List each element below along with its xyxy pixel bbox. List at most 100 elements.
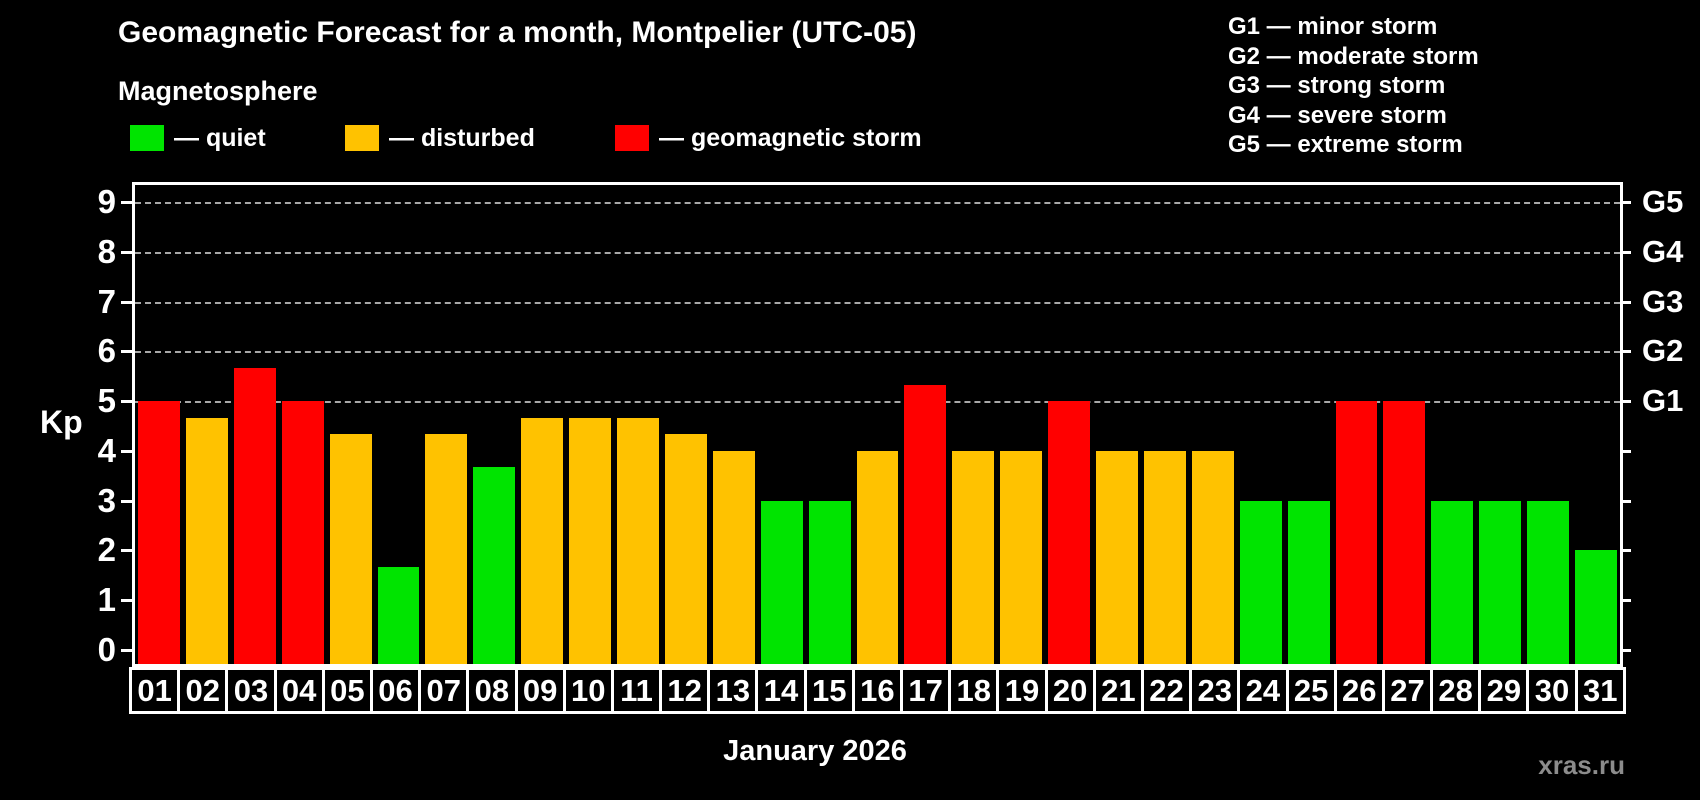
bar-day-13 [712, 450, 755, 664]
day-cell-04: 04 [273, 667, 325, 714]
storm-scale-legend: G1 — minor storm G2 — moderate storm G3 — … [1228, 12, 1479, 160]
day-cell-13: 13 [707, 667, 759, 714]
day-cell-03: 03 [225, 667, 277, 714]
bar-day-07 [425, 434, 468, 664]
gridline-kp9 [135, 201, 1620, 204]
day-cell-11: 11 [610, 667, 663, 714]
right-axis-label-g3: G3 [1642, 283, 1684, 319]
day-cell-08: 08 [466, 667, 518, 714]
day-cell-07: 07 [418, 667, 470, 714]
left-tick-kp8 [121, 250, 132, 254]
y-axis-title: Kp [40, 404, 83, 440]
legend-label-disturbed: — disturbed [389, 124, 535, 152]
bar-day-17 [904, 384, 947, 664]
day-cell-31: 31 [1574, 667, 1626, 714]
bar-day-06 [377, 566, 420, 664]
bar-day-18 [952, 450, 995, 664]
day-cell-30: 30 [1526, 667, 1578, 714]
bar-day-10 [569, 417, 612, 664]
day-cell-10: 10 [562, 667, 614, 714]
watermark-xras: xras.ru [1538, 750, 1625, 780]
legend-label-quiet: — quiet [174, 124, 266, 152]
bar-day-19 [1000, 450, 1043, 664]
disturbed-color-swatch [345, 125, 379, 151]
day-cell-09: 09 [514, 667, 566, 714]
day-cell-29: 29 [1478, 667, 1530, 714]
bar-day-28 [1431, 500, 1474, 664]
right-axis-label-g1: G1 [1642, 383, 1684, 419]
bar-day-11 [617, 417, 659, 664]
bar-day-23 [1191, 450, 1234, 664]
storm-scale-line-g2: G2 — moderate storm [1228, 42, 1479, 70]
left-tick-kp3 [121, 499, 132, 503]
day-cell-25: 25 [1285, 667, 1337, 714]
left-axis-label-7: 7 [97, 282, 116, 320]
bar-day-02 [185, 417, 228, 664]
day-cell-20: 20 [1044, 667, 1096, 714]
day-cell-27: 27 [1381, 667, 1434, 714]
left-tick-kp7 [121, 300, 132, 304]
bar-day-15 [808, 500, 851, 664]
gridline-kp5 [135, 401, 1620, 404]
right-tick-kp7 [1620, 300, 1631, 304]
left-tick-kp4 [121, 449, 132, 453]
day-cell-28: 28 [1430, 667, 1482, 714]
day-cell-19: 19 [996, 667, 1048, 714]
right-tick-kp9 [1620, 200, 1631, 204]
day-cell-24: 24 [1237, 667, 1289, 714]
bar-day-16 [856, 450, 899, 664]
bar-day-26 [1335, 401, 1378, 664]
day-cell-26: 26 [1333, 667, 1385, 714]
bar-day-05 [329, 434, 372, 664]
right-tick-kp4 [1620, 449, 1631, 453]
bar-day-25 [1287, 500, 1330, 664]
day-cell-14: 14 [755, 667, 807, 714]
day-cell-12: 12 [659, 667, 711, 714]
left-axis-label-1: 1 [97, 581, 116, 619]
bar-day-22 [1143, 450, 1186, 664]
day-cell-17: 17 [900, 667, 952, 714]
chart-subtitle: Magnetosphere [118, 76, 318, 106]
day-cell-06: 06 [369, 667, 422, 714]
left-axis-label-8: 8 [97, 232, 116, 270]
right-tick-kp8 [1620, 250, 1631, 254]
right-tick-kp0 [1620, 649, 1631, 652]
bar-day-12 [664, 434, 707, 664]
left-axis-label-2: 2 [97, 531, 116, 569]
left-tick-kp9 [121, 200, 132, 204]
storm-scale-line-g3: G3 — strong storm [1228, 72, 1446, 99]
legend-label-storm: — geomagnetic storm [659, 124, 922, 152]
right-axis-label-g4: G4 [1642, 233, 1684, 269]
bar-day-14 [760, 500, 803, 664]
x-axis-day-labels: 01 02 03 04 05 06 07 08 09 10 11 12 13 14 15 16 17 18 19 20… [129, 667, 1626, 714]
plot-area [121, 182, 1631, 667]
left-axis-label-0: 0 [97, 631, 116, 668]
right-tick-kp5 [1620, 400, 1631, 404]
day-cell-22: 22 [1140, 667, 1193, 714]
left-axis-label-9: 9 [97, 182, 116, 220]
bar-day-08 [473, 467, 516, 664]
left-tick-kp0 [121, 649, 132, 652]
right-tick-kp1 [1620, 599, 1631, 603]
bar-day-09 [521, 417, 564, 664]
day-cell-21: 21 [1092, 667, 1144, 714]
left-tick-kp1 [121, 599, 132, 603]
bar-day-01 [138, 401, 180, 664]
gridline-kp7 [135, 301, 1620, 304]
quiet-color-swatch [130, 125, 164, 151]
bar-day-31 [1575, 550, 1617, 664]
bar-day-20 [1048, 401, 1091, 664]
bar-day-03 [233, 367, 276, 664]
left-tick-kp5 [121, 400, 132, 404]
day-cell-02: 02 [177, 667, 229, 714]
day-cell-05: 05 [321, 667, 373, 714]
left-tick-kp6 [121, 350, 132, 354]
chart-title: Geomagnetic Forecast for a month, Montpe… [118, 16, 917, 49]
left-axis-label-3: 3 [97, 481, 116, 519]
left-axis-label-4: 4 [97, 431, 116, 469]
storm-scale-line-g5: G5 — extreme storm [1228, 131, 1463, 158]
bar-day-24 [1239, 500, 1282, 664]
gridline-kp8 [135, 251, 1620, 254]
left-tick-kp2 [121, 549, 132, 553]
